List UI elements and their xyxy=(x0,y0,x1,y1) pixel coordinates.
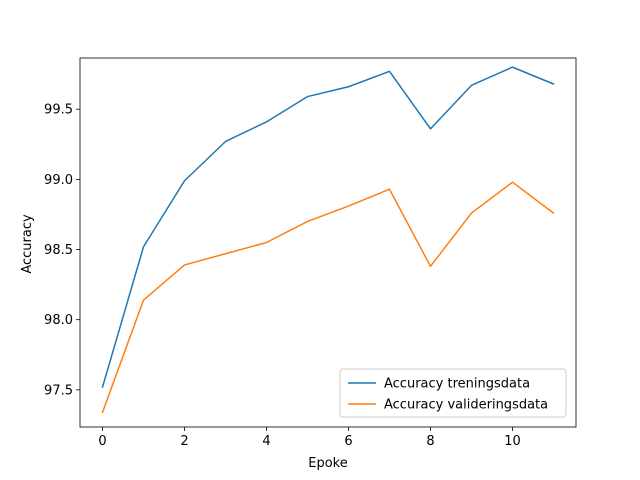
y-axis-title: Accuracy xyxy=(20,214,35,274)
series-line-1 xyxy=(101,66,555,388)
y-tick-label: 99.0 xyxy=(44,173,73,188)
legend-box xyxy=(339,368,567,418)
x-tick-label: 8 xyxy=(426,434,434,449)
x-tick-label: 10 xyxy=(504,434,521,449)
plot-area: 0 2 4 6 8 10 97.5 98.0 98.5 99.0 99.5 xyxy=(44,57,577,449)
x-tick-label: 2 xyxy=(180,434,188,449)
x-axis-title: Epoke xyxy=(308,456,347,471)
y-tick-label: 97.5 xyxy=(44,383,73,398)
legend-label-1: Accuracy treningsdata xyxy=(384,377,530,392)
y-tick-label: 99.5 xyxy=(44,103,73,118)
axes-frame xyxy=(79,57,577,428)
legend: Accuracy treningsdata Accuracy validering… xyxy=(339,368,567,418)
y-tick-label: 98.0 xyxy=(44,313,73,328)
x-tick-label: 0 xyxy=(98,434,106,449)
legend-label-2: Accuracy valideringsdata xyxy=(384,398,548,413)
x-tick-label: 6 xyxy=(344,434,352,449)
series-line-2 xyxy=(101,181,555,414)
y-tick-label: 98.5 xyxy=(44,243,73,258)
x-tick-label: 4 xyxy=(262,434,270,449)
